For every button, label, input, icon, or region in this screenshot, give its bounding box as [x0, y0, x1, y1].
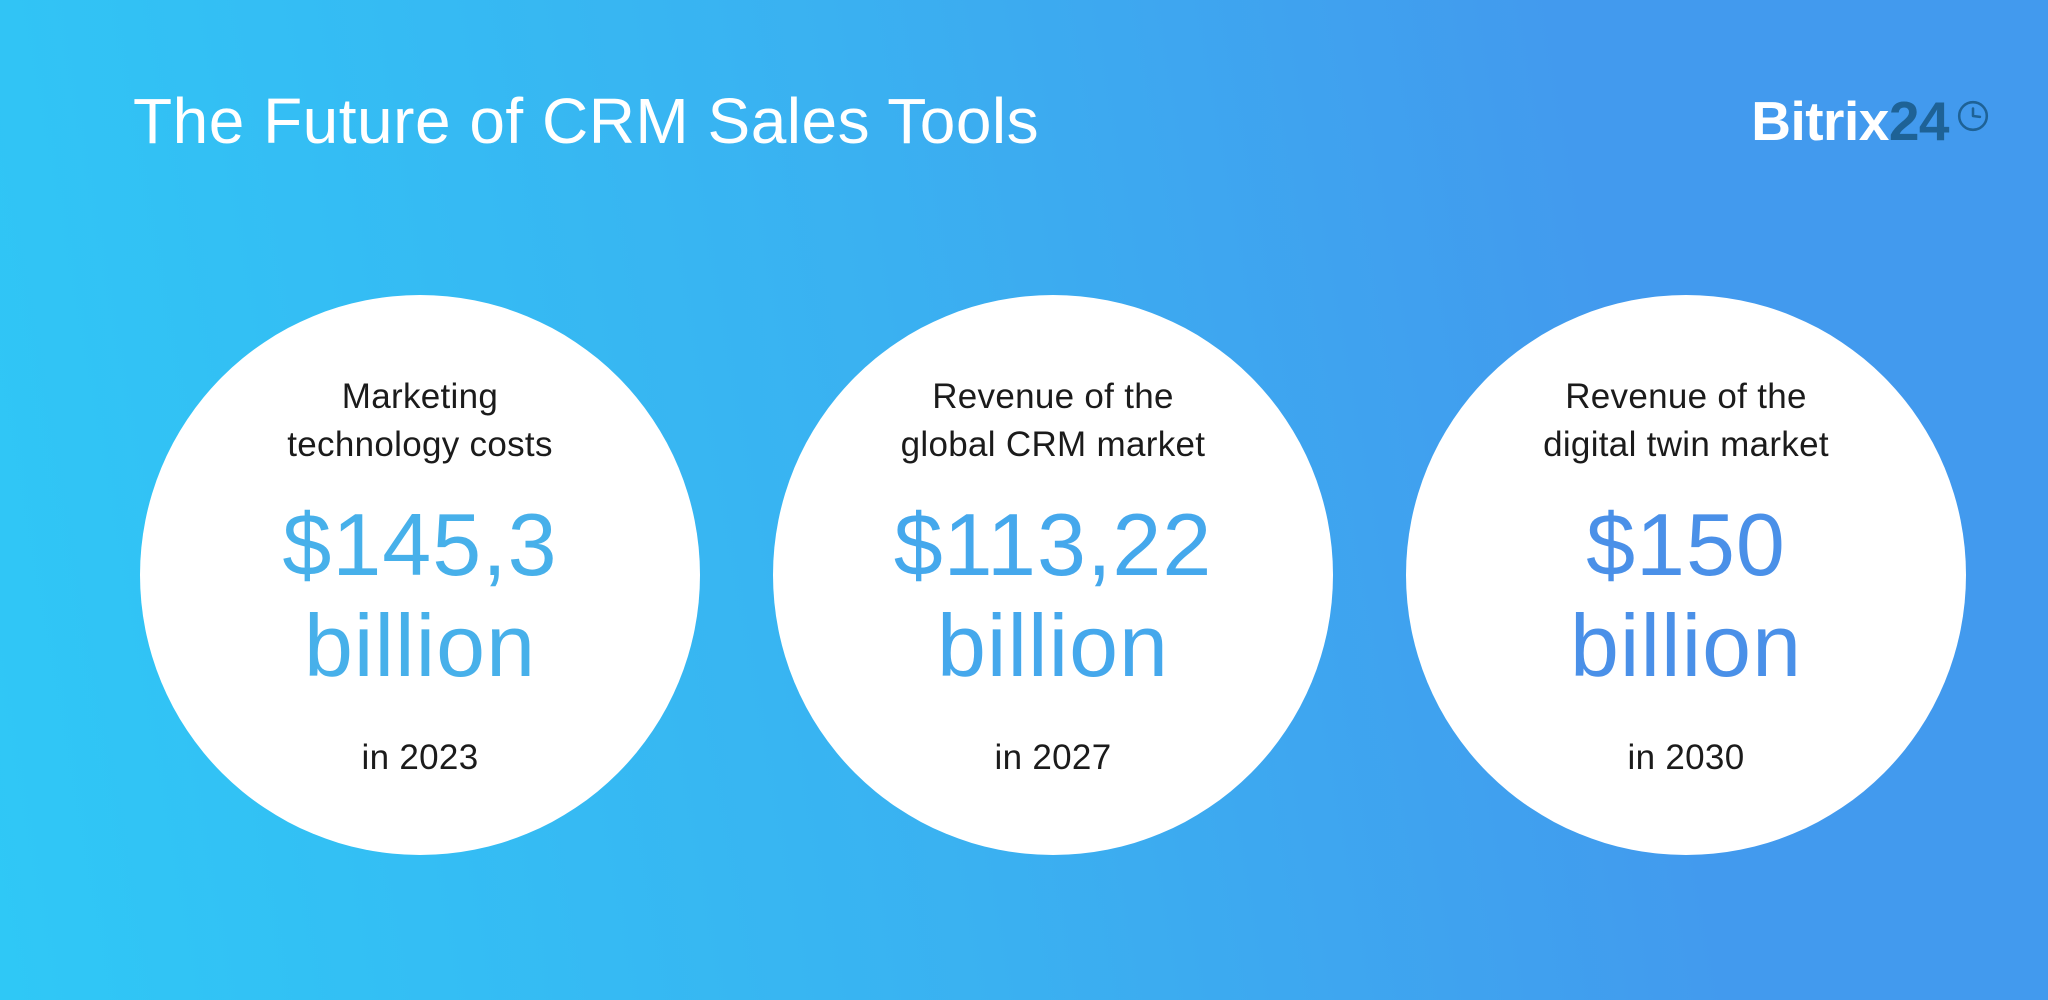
header: The Future of CRM Sales Tools Bitrix 24: [0, 0, 2048, 156]
stats-row: Marketing technology costs $145,3 billio…: [140, 295, 2048, 856]
stat-circle-digital-twin-market: Revenue of the digital twin market $150 …: [1406, 295, 1966, 856]
stat-circle-marketing-technology: Marketing technology costs $145,3 billio…: [140, 295, 700, 856]
logo-wordmark-24: 24: [1888, 89, 1950, 152]
stat-value: $113,22 billion: [893, 495, 1213, 695]
stat-year: in 2030: [1627, 738, 1745, 777]
stat-year: in 2023: [361, 738, 479, 777]
stat-label: Revenue of the global CRM market: [900, 376, 1206, 465]
stat-label: Revenue of the digital twin market: [1543, 376, 1829, 465]
stat-label: Marketing technology costs: [287, 376, 553, 465]
logo-wordmark-bitrix: Bitrix: [1751, 89, 1889, 152]
stat-value: $145,3 billion: [282, 495, 558, 695]
bitrix24-logo: Bitrix 24: [1751, 89, 1990, 152]
page-title: The Future of CRM Sales Tools: [133, 85, 1040, 157]
stat-year: in 2027: [994, 738, 1112, 777]
stat-value: $150 billion: [1569, 495, 1803, 695]
clock-icon: [1956, 99, 1990, 133]
stat-circle-crm-market: Revenue of the global CRM market $113,22…: [773, 295, 1333, 856]
